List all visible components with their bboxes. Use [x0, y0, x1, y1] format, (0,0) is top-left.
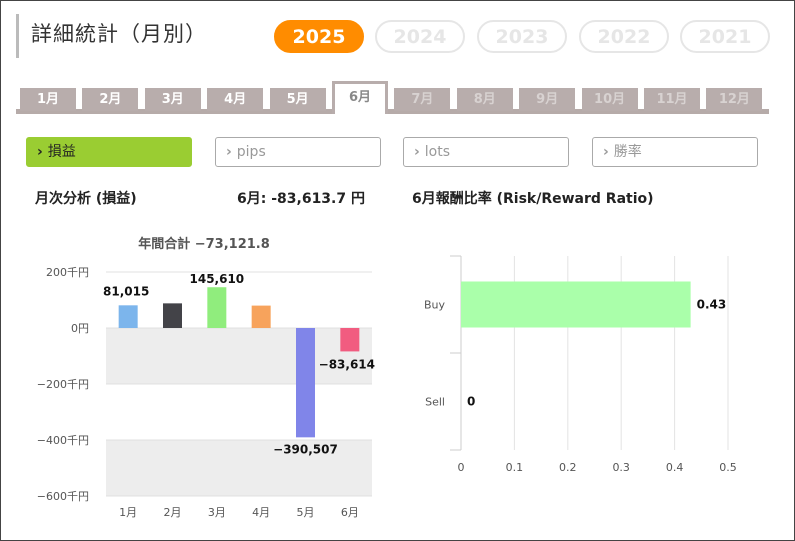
month-tab-5[interactable]: 5月 [269, 88, 326, 111]
y-tick-label: −200千円 [37, 378, 89, 391]
month-tab-11[interactable]: 11月 [644, 88, 700, 111]
month-tab-2[interactable]: 2月 [82, 88, 139, 111]
bar-value-label: −83,614 [319, 357, 375, 371]
filter-button-0[interactable]: › 損益 [26, 137, 192, 167]
bar-value-label: 81,015 [103, 284, 149, 298]
bar-3月 [207, 287, 227, 328]
month-tab-9[interactable]: 9月 [519, 88, 576, 111]
month-tab-12[interactable]: 12月 [706, 88, 763, 111]
x-tick-label: 6月 [341, 506, 359, 519]
month-tab-8[interactable]: 8月 [456, 88, 513, 111]
chevron-right-icon: › [414, 144, 420, 160]
chevron-right-icon: › [603, 144, 609, 160]
month-tab-6[interactable]: 6月 [332, 81, 388, 114]
risk-reward-heading: 6月報酬比率 (Risk/Reward Ratio) [412, 191, 654, 207]
filter-label: 勝率 [613, 144, 642, 160]
bar-Buy [461, 281, 691, 328]
year-button-2022[interactable]: 2022 [579, 20, 669, 53]
bar-6月 [340, 328, 360, 352]
year-button-2023[interactable]: 2023 [477, 20, 567, 53]
filter-button-2[interactable]: › lots [403, 137, 569, 167]
year-button-2025[interactable]: 2025 [274, 20, 364, 53]
x-tick-label: 4月 [252, 506, 270, 519]
y-tick-label: 200千円 [46, 266, 89, 279]
filter-button-3[interactable]: › 勝率 [592, 137, 758, 167]
y-category-label: Buy [424, 299, 446, 312]
month-tab-10[interactable]: 10月 [581, 88, 638, 111]
y-tick-label: −600千円 [37, 490, 89, 503]
month-tab-1[interactable]: 1月 [20, 88, 76, 111]
month-tab-strip [16, 109, 769, 114]
x-tick-label: 3月 [208, 506, 226, 519]
y-category-label: Sell [425, 396, 445, 409]
x-tick-label: 0.2 [559, 461, 577, 474]
x-tick-label: 0.3 [612, 461, 630, 474]
bar-4月 [251, 305, 271, 328]
bar-value-label: 145,610 [190, 272, 245, 286]
plot-band [106, 440, 372, 496]
year-button-2021[interactable]: 2021 [680, 20, 770, 53]
y-tick-label: −400千円 [37, 434, 89, 447]
year-button-2024[interactable]: 2024 [375, 20, 465, 53]
y-tick-label: 0円 [71, 322, 89, 335]
x-tick-label: 5月 [297, 506, 315, 519]
chevron-right-icon: › [226, 144, 232, 160]
bar-value-label: 0 [467, 395, 475, 409]
x-tick-label: 1月 [119, 506, 137, 519]
filter-label: lots [424, 144, 451, 160]
chevron-right-icon: › [37, 144, 43, 160]
month-tab-4[interactable]: 4月 [207, 88, 264, 111]
x-tick-label: 0.5 [719, 461, 737, 474]
current-month-profit: 6月: -83,613.7 円 [237, 191, 365, 207]
bar-value-label: −390,507 [273, 442, 338, 456]
x-tick-label: 0.1 [506, 461, 524, 474]
monthly-analysis-heading: 月次分析 (損益) [35, 191, 137, 207]
bar-value-label: 0.43 [697, 298, 727, 312]
month-tab-3[interactable]: 3月 [144, 88, 201, 111]
filter-label: pips [236, 144, 266, 160]
x-tick-label: 0.4 [666, 461, 684, 474]
bar-2月 [163, 303, 182, 328]
bar-1月 [118, 305, 138, 328]
x-tick-label: 0 [458, 461, 465, 474]
filter-label: 損益 [47, 144, 76, 160]
x-tick-label: 2月 [164, 506, 182, 519]
annual-total-label: 年間合計 −73,121.8 [138, 236, 270, 252]
page-title: 詳細統計（月別） [16, 14, 207, 58]
month-tab-7[interactable]: 7月 [394, 88, 451, 111]
plot-band [106, 328, 372, 384]
bar-5月 [296, 328, 315, 438]
filter-button-1[interactable]: › pips [215, 137, 381, 167]
